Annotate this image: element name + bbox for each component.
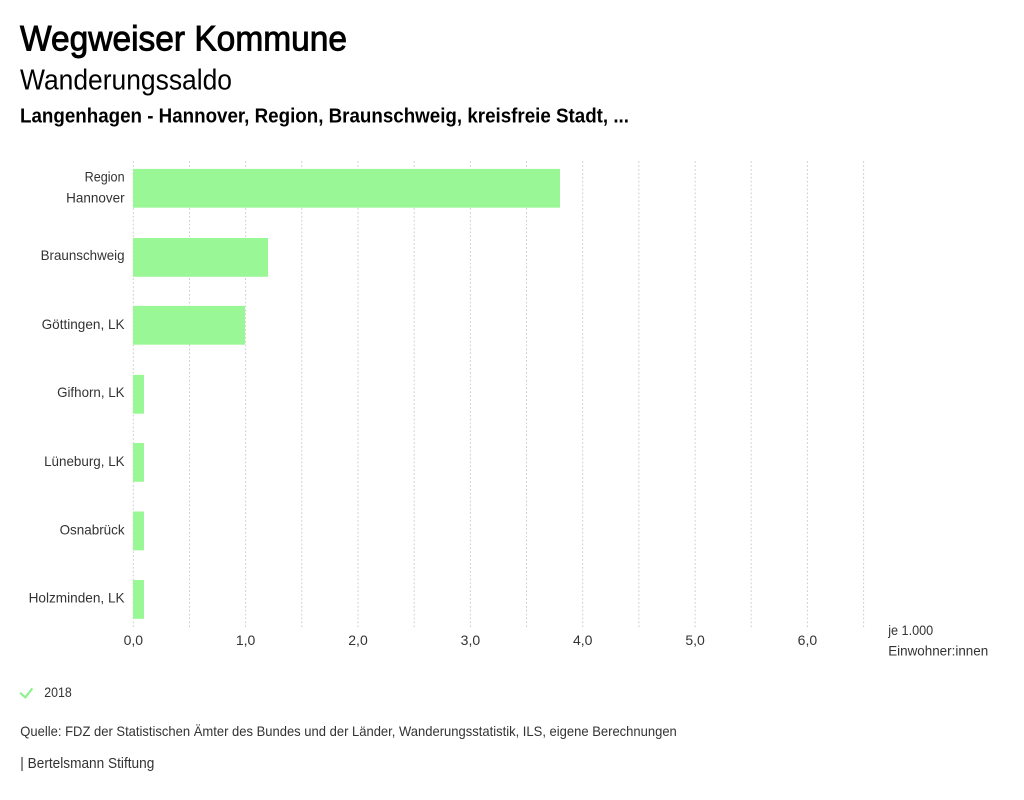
- svg-text:Wanderungssaldo: Wanderungssaldo: [20, 65, 232, 97]
- svg-text:| Bertelsmann Stiftung: | Bertelsmann Stiftung: [20, 756, 154, 772]
- svg-text:2018: 2018: [44, 684, 72, 700]
- svg-text:2,0: 2,0: [348, 632, 368, 648]
- svg-text:Lüneburg, LK: Lüneburg, LK: [44, 453, 125, 469]
- svg-text:Osnabrück: Osnabrück: [60, 521, 126, 537]
- svg-text:je 1.000: je 1.000: [887, 622, 933, 638]
- svg-text:Einwohner:innen: Einwohner:innen: [888, 642, 988, 658]
- svg-text:3,0: 3,0: [461, 632, 481, 648]
- svg-text:1,0: 1,0: [236, 632, 256, 648]
- svg-text:0,0: 0,0: [124, 632, 144, 648]
- svg-text:5,0: 5,0: [685, 632, 705, 648]
- svg-text:Braunschweig: Braunschweig: [41, 247, 125, 263]
- svg-text:Gifhorn, LK: Gifhorn, LK: [57, 384, 125, 400]
- svg-text:Holzminden, LK: Holzminden, LK: [29, 590, 126, 606]
- svg-text:Langenhagen - Hannover, Region: Langenhagen - Hannover, Region, Braunsch…: [20, 106, 629, 128]
- svg-text:Hannover: Hannover: [66, 189, 125, 205]
- svg-text:Quelle: FDZ der Statistischen: Quelle: FDZ der Statistischen Ämter des …: [20, 723, 677, 739]
- svg-text:Göttingen, LK: Göttingen, LK: [42, 316, 126, 332]
- svg-text:6,0: 6,0: [798, 632, 818, 648]
- svg-text:Region: Region: [85, 168, 125, 184]
- svg-text:Wegweiser Kommune: Wegweiser Kommune: [20, 20, 347, 59]
- svg-text:4,0: 4,0: [573, 632, 593, 648]
